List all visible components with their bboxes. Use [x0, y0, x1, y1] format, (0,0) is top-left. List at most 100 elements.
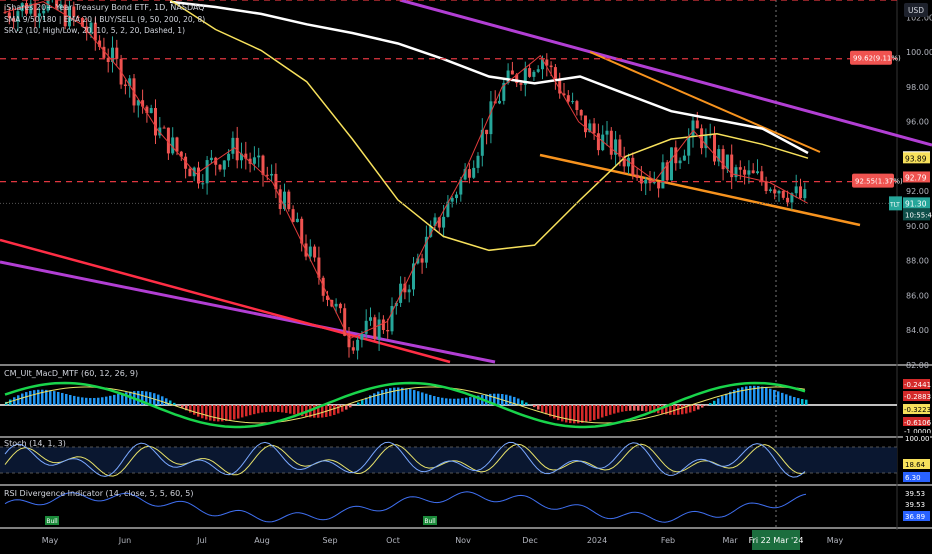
- macd-histogram-bar: [597, 405, 600, 419]
- candle-body: [735, 167, 738, 177]
- candle-body: [756, 171, 759, 173]
- macd-histogram-bar: [725, 394, 728, 405]
- candle-body: [253, 157, 256, 163]
- macd-histogram-bar: [109, 396, 112, 405]
- macd-histogram-bar: [593, 405, 596, 420]
- candle-body: [773, 189, 776, 193]
- candle-body: [726, 155, 729, 170]
- macd-histogram-bar: [105, 397, 108, 405]
- candle-body: [339, 304, 342, 308]
- macd-histogram-bar: [381, 390, 384, 405]
- macd-histogram-bar: [205, 405, 208, 420]
- x-tick-label: Mar: [722, 536, 738, 545]
- candle-body: [223, 160, 226, 169]
- macd-histogram-bar: [541, 405, 544, 412]
- macd-histogram-bar: [413, 390, 416, 405]
- candle-body: [369, 317, 372, 321]
- macd-histogram-bar: [101, 397, 104, 405]
- macd-axis-label-text: -0.2883: [904, 393, 931, 401]
- x-tick-label: May: [827, 536, 844, 545]
- candle-body: [262, 156, 265, 175]
- candle-body: [584, 115, 587, 132]
- candle-body: [765, 181, 768, 191]
- candle-body: [498, 101, 501, 104]
- macd-histogram-bar: [765, 388, 768, 405]
- macd-histogram-bar: [585, 405, 588, 422]
- candle-body: [115, 48, 118, 59]
- macd-histogram-bar: [253, 405, 256, 414]
- x-tick-label: Jul: [196, 536, 207, 545]
- candle-body: [485, 130, 488, 134]
- candle-body: [532, 72, 535, 77]
- macd-histogram-bar: [565, 405, 568, 422]
- candle-body: [386, 330, 389, 331]
- y-tick-label: 90.00: [906, 222, 929, 231]
- macd-histogram-bar: [377, 392, 380, 405]
- macd-histogram-bar: [201, 405, 204, 418]
- macd-histogram-bar: [445, 398, 448, 405]
- macd-histogram-bar: [373, 393, 376, 405]
- candle-body: [292, 209, 295, 222]
- macd-histogram-bar: [761, 387, 764, 405]
- macd-histogram-bar: [449, 399, 452, 405]
- macd-histogram-bar: [269, 405, 272, 412]
- candle-body: [567, 95, 570, 101]
- x-tick-label: Jun: [118, 536, 132, 545]
- macd-axis-label-text: -0.6106: [904, 419, 932, 427]
- candle-body: [210, 158, 213, 160]
- x-tick-label: Feb: [661, 536, 675, 545]
- candle-body: [739, 167, 742, 170]
- candle-body: [786, 198, 789, 203]
- macd-histogram-bar: [225, 405, 228, 421]
- candle-body: [657, 182, 660, 188]
- macd-histogram-bar: [161, 396, 164, 405]
- candle-body: [421, 258, 424, 262]
- macd-histogram-bar: [517, 399, 520, 405]
- candle-body: [795, 186, 798, 193]
- macd-histogram-bar: [589, 405, 592, 421]
- macd-histogram-bar: [281, 405, 284, 412]
- macd-histogram-bar: [793, 397, 796, 405]
- macd-histogram-bar: [165, 398, 168, 405]
- macd-axis-label-text: -0.3223: [904, 406, 931, 414]
- pane-title-stoch: Stoch (14, 1, 3): [4, 439, 66, 448]
- macd-histogram-bar: [561, 405, 564, 421]
- candle-body: [472, 168, 475, 178]
- candle-body: [511, 71, 514, 75]
- y-tick-label: 88.00: [906, 257, 929, 266]
- macd-histogram-bar: [33, 390, 36, 405]
- axis-price-label-text: 93.89: [905, 154, 927, 163]
- macd-histogram-bar: [117, 394, 120, 405]
- macd-histogram-bar: [621, 405, 624, 412]
- macd-histogram-bar: [509, 396, 512, 405]
- macd-histogram-bar: [405, 388, 408, 405]
- macd-histogram-bar: [601, 405, 604, 417]
- pane-title-macd: CM_Ult_MacD_MTF (60, 12, 26, 9): [4, 369, 138, 378]
- candle-body: [661, 162, 664, 188]
- macd-histogram-bar: [233, 405, 236, 420]
- candle-body: [554, 67, 557, 80]
- axis-price-label-text: 91.30: [905, 199, 927, 208]
- macd-histogram-bar: [625, 405, 628, 411]
- macd-histogram-bar: [429, 395, 432, 405]
- countdown-badge-text: 10:55:47: [905, 211, 932, 219]
- candle-body: [597, 133, 600, 150]
- macd-histogram-bar: [137, 391, 140, 405]
- currency-button-label[interactable]: USD: [908, 6, 924, 15]
- rsi-bull-signal-text: Bull: [46, 518, 58, 525]
- candle-body: [799, 186, 802, 198]
- macd-histogram-bar: [333, 405, 336, 415]
- macd-histogram-bar: [693, 405, 696, 411]
- macd-histogram-bar: [85, 398, 88, 405]
- indicator-legend: SRv2 (10, High/Low, 20, 10, 5, 2, 20, Da…: [4, 26, 185, 35]
- candle-body: [683, 156, 686, 161]
- rsi-bull-signal-text: Bull: [424, 518, 436, 525]
- candle-body: [287, 192, 290, 209]
- candle-body: [743, 170, 746, 175]
- macd-histogram-bar: [645, 405, 648, 411]
- macd-histogram-bar: [81, 397, 84, 405]
- candle-body: [266, 175, 269, 176]
- macd-histogram-bar: [273, 405, 276, 412]
- macd-histogram-bar: [641, 405, 644, 411]
